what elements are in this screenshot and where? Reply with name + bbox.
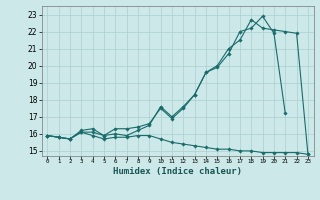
X-axis label: Humidex (Indice chaleur): Humidex (Indice chaleur) [113, 167, 242, 176]
